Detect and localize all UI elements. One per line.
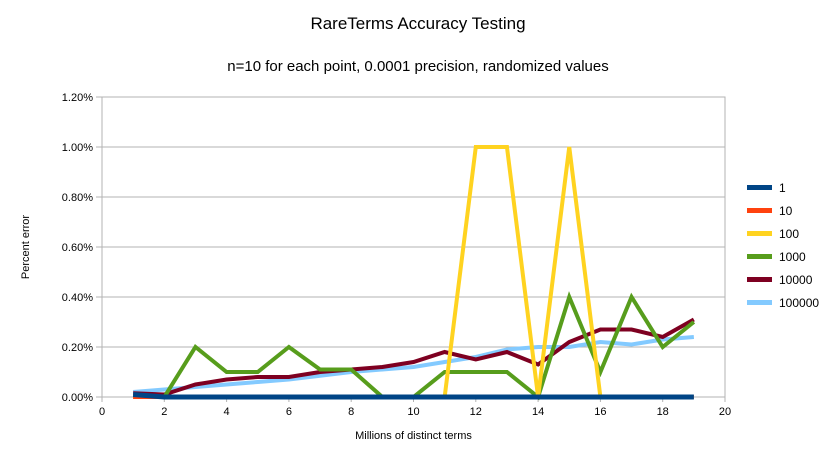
x-tick-label: 2 xyxy=(161,406,167,418)
legend-item-10000: 10000 xyxy=(747,268,819,291)
legend-label-10: 10 xyxy=(779,203,793,218)
legend-label-1: 1 xyxy=(779,180,786,195)
y-tick-label: 1.20% xyxy=(62,92,93,104)
legend-swatch-1 xyxy=(747,185,772,190)
series-line-100000 xyxy=(132,335,695,394)
y-tick-label: 0.00% xyxy=(62,392,93,404)
x-tick-label: 14 xyxy=(532,406,544,418)
y-tick-label: 1.00% xyxy=(62,142,93,154)
chart-subtitle: n=10 for each point, 0.0001 precision, r… xyxy=(227,58,609,75)
legend-item-1000: 1000 xyxy=(747,245,819,268)
x-tick-label: 12 xyxy=(470,406,482,418)
y-tick-label: 0.80% xyxy=(62,192,93,204)
x-tick-label: 4 xyxy=(224,406,230,418)
series-line-1 xyxy=(132,392,694,400)
x-tick-label: 0 xyxy=(99,406,105,418)
legend-label-1000: 1000 xyxy=(779,249,806,264)
x-tick-label: 8 xyxy=(348,406,354,418)
legend-swatch-1000 xyxy=(747,254,772,259)
legend-swatch-100 xyxy=(747,231,772,236)
legend-swatch-100000 xyxy=(747,300,772,305)
y-axis-title: Percent error xyxy=(20,214,32,280)
y-tick-label: 0.40% xyxy=(62,292,93,304)
series-line-10000 xyxy=(133,317,695,397)
legend-item-1: 1 xyxy=(747,176,819,199)
legend-label-10000: 10000 xyxy=(779,272,813,287)
chart-title: RareTerms Accuracy Testing xyxy=(310,14,526,33)
legend: 1 10 100 1000 10000 100000 xyxy=(747,176,819,314)
legend-label-100000: 100000 xyxy=(779,295,820,310)
legend-swatch-10000 xyxy=(747,277,772,282)
legend-label-100: 100 xyxy=(779,226,800,241)
x-axis-title: Millions of distinct terms xyxy=(355,430,472,442)
y-tick-label: 0.20% xyxy=(62,342,93,354)
x-tick-label: 10 xyxy=(407,406,419,418)
x-tick-label: 20 xyxy=(719,406,731,418)
legend-swatch-10 xyxy=(747,208,772,213)
legend-item-10: 10 xyxy=(747,199,819,222)
x-tick-label: 16 xyxy=(594,406,606,418)
series-line-100 xyxy=(133,145,694,399)
legend-item-100000: 100000 xyxy=(747,291,819,314)
x-tick-label: 6 xyxy=(286,406,292,418)
x-tick-label: 18 xyxy=(657,406,669,418)
y-tick-label: 0.60% xyxy=(62,242,93,254)
legend-item-100: 100 xyxy=(747,222,819,245)
